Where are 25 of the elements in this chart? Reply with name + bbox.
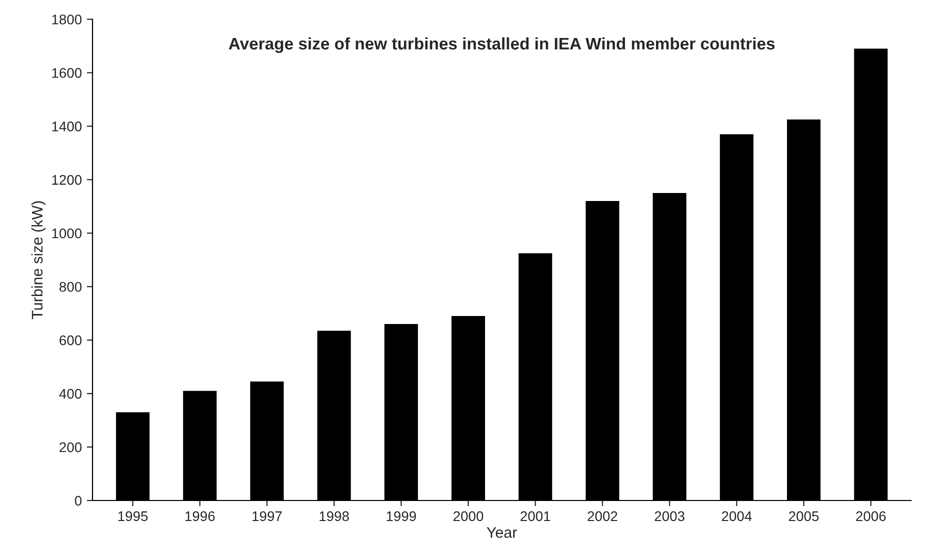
x-tick-label: 1996	[185, 511, 215, 522]
x-axis-title: Year	[486, 527, 517, 538]
y-tick-label: 400	[59, 388, 82, 399]
x-tick-label: 1995	[118, 511, 148, 522]
text: Average size of new turbines installed in IEA Wind member countries	[228, 37, 775, 53]
y-axis-title: Turbine size (kW)	[31, 201, 46, 320]
y-tick-label: 1600	[52, 68, 82, 78]
y-tick-label: 1800	[52, 14, 82, 24]
x-tick-label: 2006	[856, 511, 886, 522]
x-tick-label: 2000	[454, 511, 484, 522]
y-tick-label: 600	[60, 335, 82, 346]
y-tick-label: 0	[74, 496, 82, 506]
x-tick-label: 1997	[252, 511, 282, 522]
x-tick-label: 2003	[654, 511, 684, 522]
x-tick-label: 2005	[789, 511, 819, 522]
x-tick-label: 2002	[588, 511, 618, 522]
y-tick-label: 1000	[52, 228, 82, 238]
x-tick-label: 1999	[386, 511, 416, 522]
x-tick-label: 2004	[722, 511, 752, 522]
y-tick-label: 800	[60, 282, 82, 292]
x-tick-label: 1998	[320, 511, 349, 522]
y-tick-label: 200	[60, 442, 82, 452]
y-tick-label: 1400	[52, 122, 82, 132]
x-tick-label: 2001	[520, 511, 550, 522]
y-tick-label: 1200	[52, 175, 82, 185]
